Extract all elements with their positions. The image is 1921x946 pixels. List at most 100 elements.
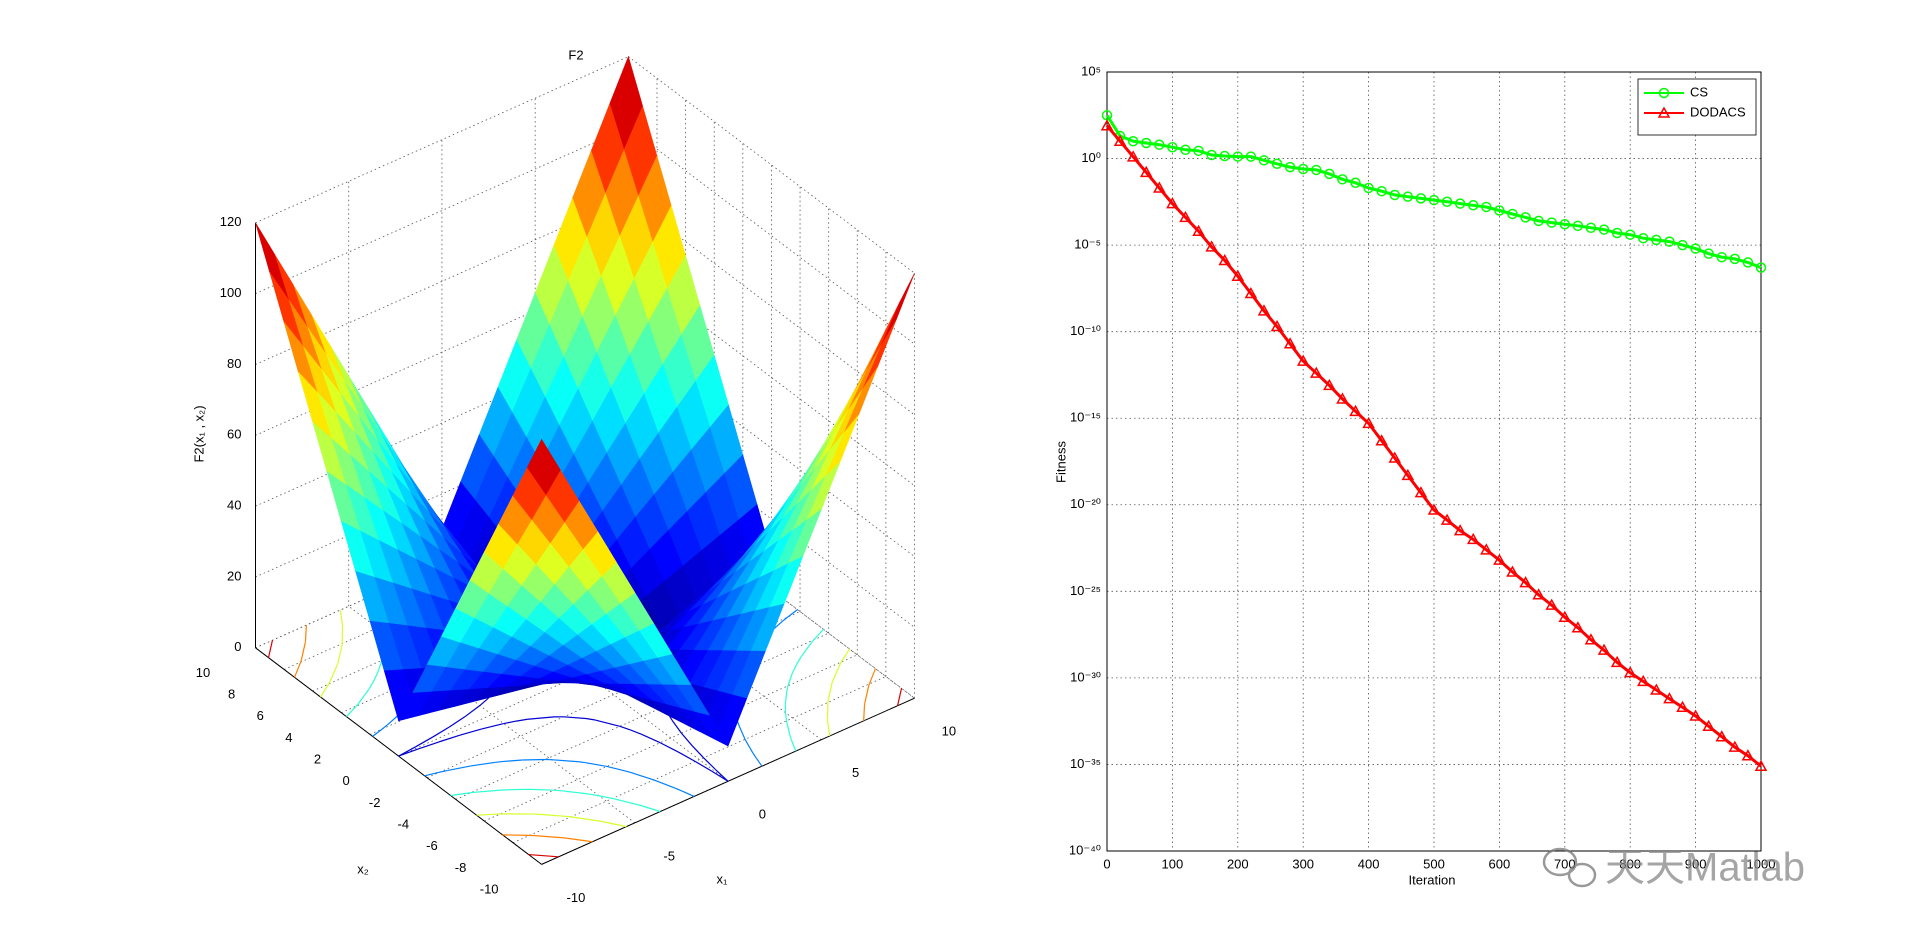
contour-segment [459, 728, 482, 736]
marker [1139, 165, 1153, 178]
contour-segment [752, 752, 757, 758]
contour-segment [373, 672, 379, 682]
legend-box [1637, 78, 1757, 136]
legend-label: DODACS [1690, 104, 1746, 119]
contour-segment [584, 792, 600, 797]
marker [1519, 576, 1532, 588]
marker [1427, 503, 1441, 515]
x2-tick-label: 10 [196, 665, 210, 680]
x1-tick-label: 0 [759, 807, 766, 822]
x2-tick-label: -2 [369, 795, 381, 810]
contour-segment [377, 660, 383, 674]
contour-segment [584, 761, 608, 768]
marker [1257, 304, 1271, 316]
marker [1624, 229, 1636, 240]
contour-segment [475, 789, 503, 793]
marker [1375, 434, 1388, 446]
marker [1690, 243, 1701, 254]
x1-tick-label: 10 [942, 724, 956, 739]
marker [1754, 759, 1768, 771]
contour-segment [637, 803, 643, 807]
marker [1494, 205, 1505, 216]
marker [1689, 709, 1702, 721]
marker [1402, 191, 1414, 202]
contour-segment [329, 664, 338, 682]
z-tick-label: 80 [227, 356, 241, 371]
marker [1610, 655, 1624, 668]
x1-label: x₁ [717, 871, 729, 886]
marker [1205, 240, 1218, 252]
surface-facet [526, 438, 561, 496]
surface-title: F2 [568, 47, 583, 62]
marker [1231, 269, 1245, 281]
marker [1481, 201, 1492, 213]
marker [1440, 513, 1454, 525]
x-tick-label: 700 [1554, 856, 1576, 871]
x-tick-label: 600 [1489, 856, 1511, 871]
marker [1507, 208, 1518, 220]
x-tick-label: 0 [1103, 856, 1110, 871]
marker [1401, 468, 1415, 481]
contour-segment [300, 659, 302, 663]
contour-segment [789, 736, 792, 740]
marker [1310, 366, 1323, 378]
x-tick-label: 300 [1292, 856, 1314, 871]
wall-grid-line [628, 56, 915, 274]
marker [1323, 378, 1336, 391]
floor-grid-line [441, 564, 729, 782]
contour-segment [653, 779, 675, 789]
x-tick-label: 400 [1358, 856, 1380, 871]
marker [1520, 212, 1531, 223]
y-tick-label: 10⁵ [1081, 63, 1101, 78]
marker [1153, 181, 1166, 193]
x2-tick-label: 6 [257, 708, 264, 723]
contour-segment [784, 712, 788, 721]
marker [1677, 239, 1688, 251]
x-tick-label: 1000 [1747, 856, 1776, 871]
marker [1258, 155, 1270, 166]
marker [1664, 236, 1675, 247]
contour-segment [328, 681, 331, 685]
floor-grid-line [455, 632, 829, 800]
contour-segment [538, 813, 568, 818]
marker [1245, 151, 1257, 162]
contour-segment [531, 788, 554, 791]
wall-grid-line [255, 410, 629, 578]
marker [1113, 134, 1127, 146]
y-tick-label: 10⁻¹⁰ [1070, 323, 1101, 338]
marker [1533, 215, 1544, 227]
floor-grid-line [283, 502, 658, 670]
contour-segment [677, 751, 696, 763]
marker [1283, 337, 1297, 349]
wall-grid-line [255, 127, 629, 295]
y-tick-label: 10⁻⁵ [1074, 237, 1101, 252]
y-tick-label: 10⁻³⁵ [1070, 756, 1101, 771]
wall-grid-line [255, 339, 629, 507]
marker [1244, 286, 1258, 299]
contour-segment [528, 853, 559, 858]
contour-segment [503, 720, 516, 725]
contour-segment [267, 640, 274, 658]
marker [1192, 224, 1205, 237]
y-tick-label: 10⁻²⁵ [1070, 583, 1101, 598]
x2-tick-label: 4 [285, 730, 292, 745]
contour-segment [464, 705, 481, 718]
z-tick-label: 20 [227, 568, 241, 583]
x1-tick-label: 5 [852, 765, 859, 780]
marker [1388, 451, 1402, 463]
contour-segment [495, 760, 503, 763]
contour-segment [787, 672, 793, 686]
marker [1219, 150, 1230, 162]
contour-segment [715, 769, 729, 782]
contour-segment [337, 645, 343, 663]
contour-segment [320, 683, 330, 698]
y-tick-label: 10⁻²⁰ [1070, 496, 1101, 511]
marker [1428, 194, 1440, 206]
contour-segment [566, 837, 593, 843]
marker [1467, 200, 1479, 211]
marker [1558, 610, 1572, 622]
contour-segment [863, 705, 866, 721]
contour-segment [533, 834, 563, 839]
marker [1658, 87, 1670, 99]
z-label: F2(x₁ , x₂) [191, 405, 206, 462]
